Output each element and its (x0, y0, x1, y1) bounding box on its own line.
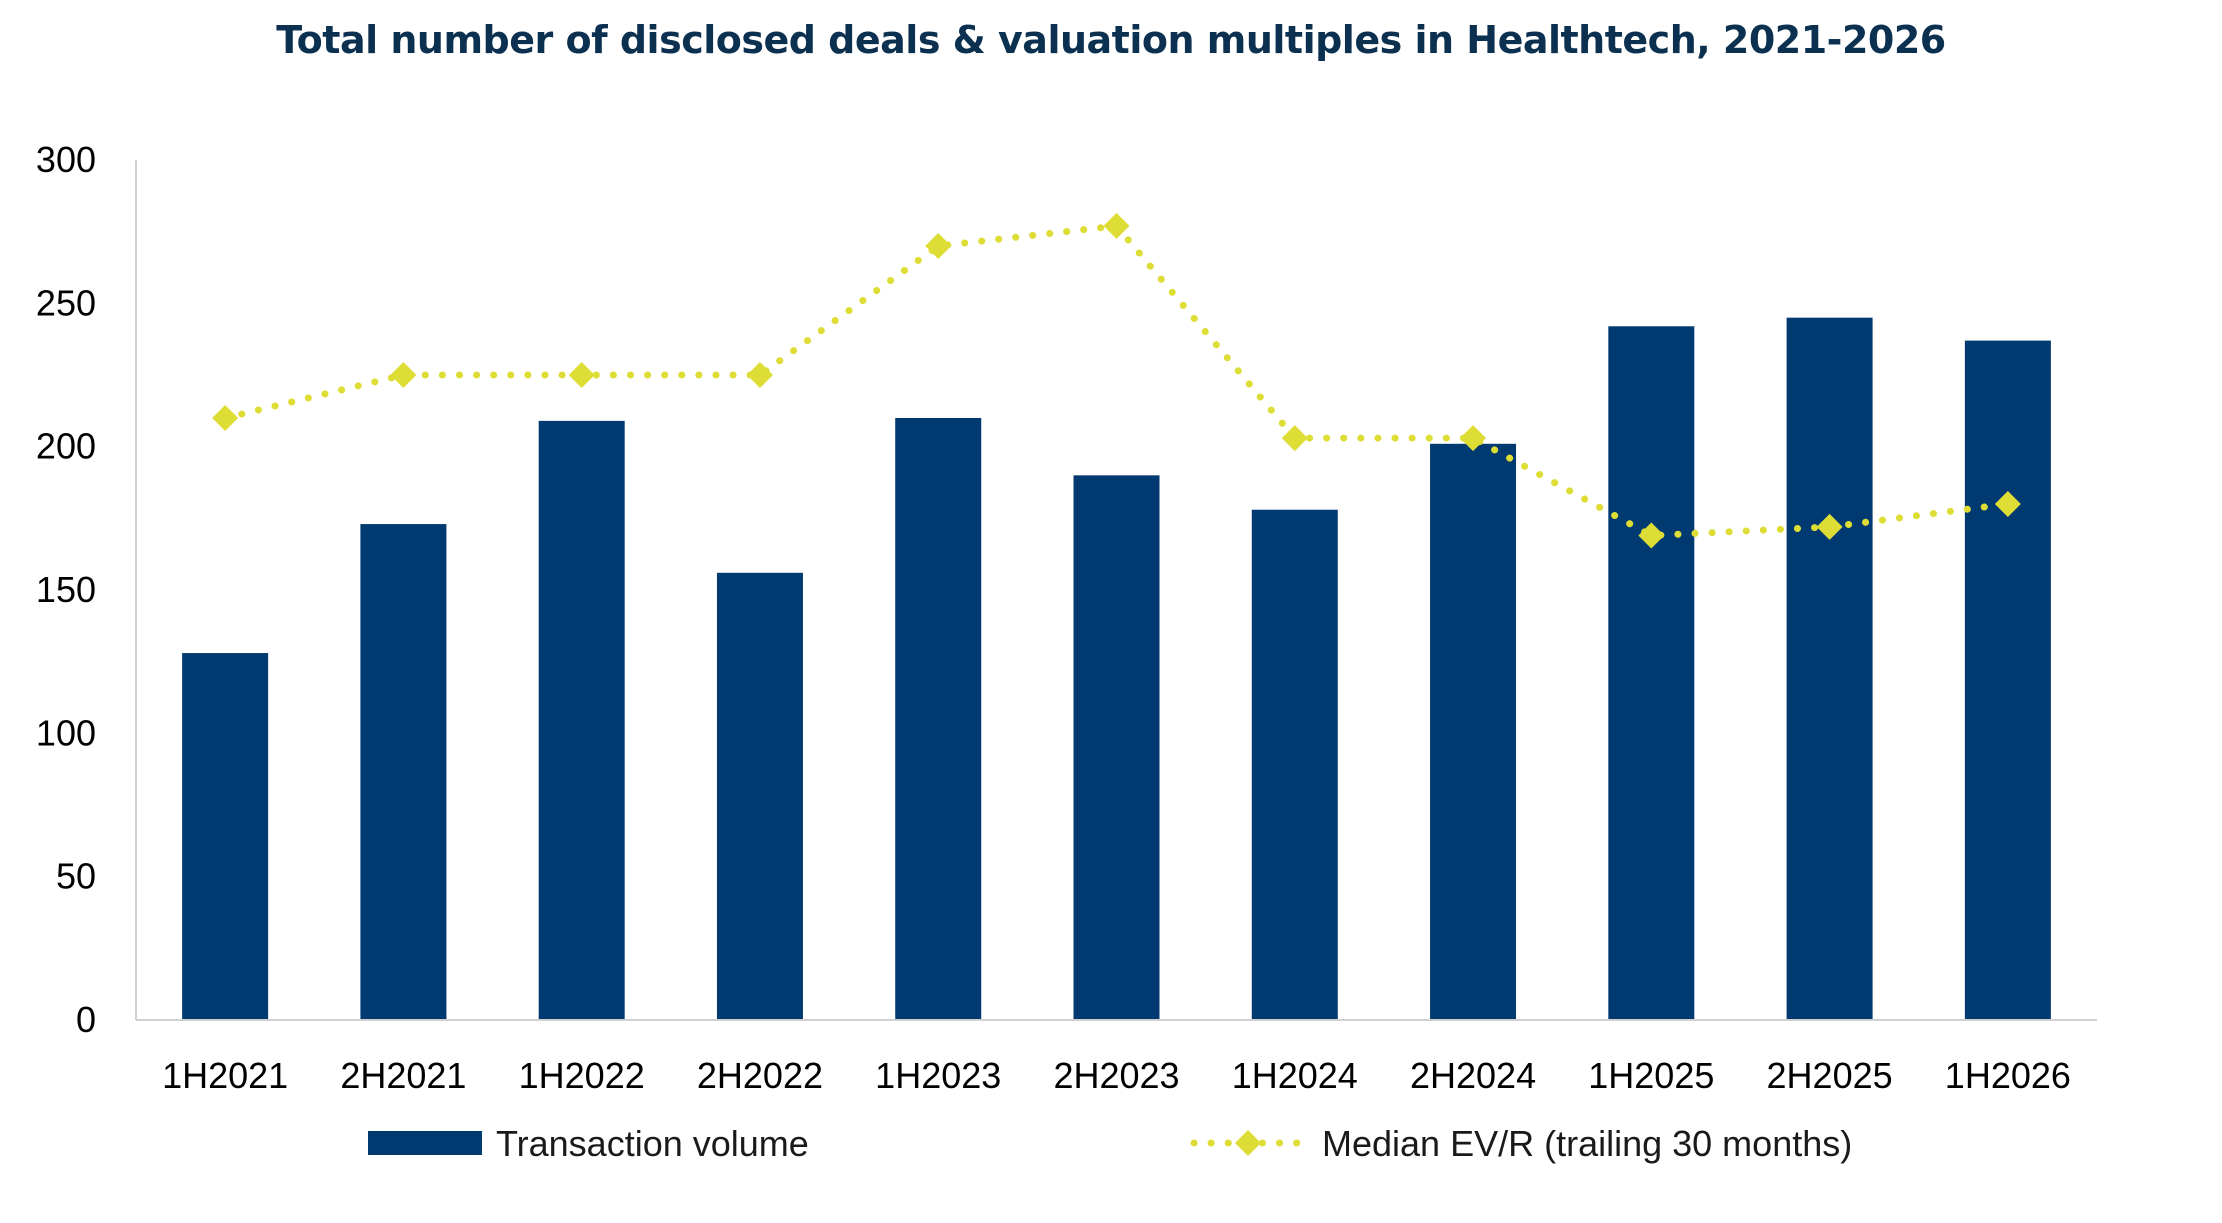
legend-marker-median-ev-r (1235, 1130, 1261, 1156)
line-point-2h2025 (1816, 513, 1843, 540)
bar-1h2021 (182, 653, 269, 1020)
y-tick-label-200: 200 (36, 426, 96, 467)
y-tick-label-100: 100 (36, 712, 96, 753)
line-point-2h2021 (390, 362, 417, 388)
y-tick-label-50: 50 (56, 856, 96, 897)
legend: Transaction volume Median EV/R (trailing… (368, 1123, 1852, 1164)
line-point-1h2023 (925, 233, 952, 259)
chart-title: Total number of disclosed deals & valuat… (276, 18, 1946, 62)
legend-label-median-ev-r: Median EV/R (trailing 30 months) (1322, 1123, 1852, 1164)
bar-series-transaction-volume (182, 317, 2051, 1021)
y-tick-label-150: 150 (36, 569, 96, 610)
line-series-median-ev-r (212, 212, 2021, 549)
bar-2h2021 (360, 524, 447, 1020)
x-tick-label-1h2025: 1H2025 (1588, 1055, 1714, 1096)
legend-item-transaction-volume: Transaction volume (368, 1123, 809, 1164)
bar-1h2026 (1964, 340, 2051, 1021)
x-tick-label-2h2023: 2H2023 (1053, 1055, 1179, 1096)
line-point-2h2023 (1103, 212, 1130, 239)
line-point-1h2021 (212, 405, 239, 431)
x-tick-label-1h2022: 1H2022 (519, 1055, 645, 1096)
x-tick-label-2h2022: 2H2022 (697, 1055, 823, 1096)
y-axis-ticks: 0 50 100 150 200 250 300 (36, 139, 96, 1040)
x-tick-label-1h2023: 1H2023 (875, 1055, 1001, 1096)
x-tick-label-2h2024: 2H2024 (1410, 1055, 1536, 1096)
legend-swatch-transaction-volume (368, 1131, 482, 1155)
bar-2h2023 (1073, 475, 1160, 1020)
x-axis-ticks: 1H2021 2H2021 1H2022 2H2022 1H2023 2H2023 1H20… (162, 1055, 2071, 1096)
line-point-1h2022 (568, 362, 595, 388)
bar-1h2022 (538, 420, 625, 1020)
legend-item-median-ev-r: Median EV/R (trailing 30 months) (1190, 1123, 1852, 1164)
x-tick-label-1h2024: 1H2024 (1232, 1055, 1358, 1096)
y-tick-label-250: 250 (36, 282, 96, 323)
x-tick-label-2h2021: 2H2021 (340, 1055, 466, 1096)
legend-label-transaction-volume: Transaction volume (496, 1123, 809, 1164)
bar-1h2023 (895, 418, 982, 1020)
bar-2h2024 (1430, 443, 1517, 1020)
line-point-2h2022 (746, 362, 773, 388)
line-point-1h2024 (1281, 425, 1308, 452)
x-tick-label-1h2026: 1H2026 (1945, 1055, 2071, 1096)
x-tick-label-1h2021: 1H2021 (162, 1055, 288, 1096)
line-point-2h2024 (1460, 425, 1487, 452)
y-tick-label-300: 300 (36, 139, 96, 180)
bar-1h2025 (1608, 326, 1695, 1020)
y-tick-label-0: 0 (76, 999, 96, 1040)
bar-2h2022 (716, 572, 803, 1020)
line-point-1h2025 (1638, 522, 1665, 549)
line-point-1h2026 (1994, 491, 2021, 517)
bar-2h2025 (1786, 317, 1873, 1021)
bar-1h2024 (1251, 509, 1338, 1020)
x-tick-label-2h2025: 2H2025 (1767, 1055, 1893, 1096)
